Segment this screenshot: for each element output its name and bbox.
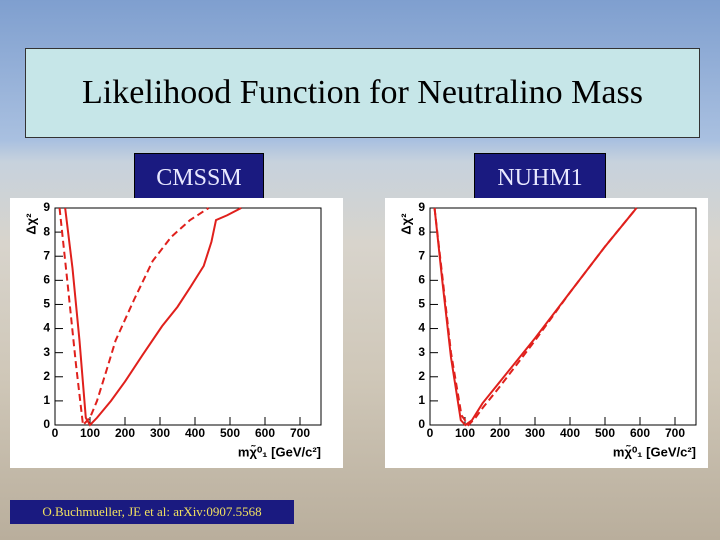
x-tick-label: 500 [595,426,615,440]
y-tick-label: 0 [43,417,50,431]
x-tick-label: 700 [665,426,685,440]
chart-title: CMSSM [134,153,264,203]
x-tick-label: 500 [220,426,240,440]
y-tick-label: 3 [43,345,50,359]
chart-title: NUHM1 [474,153,606,203]
y-axis-label: Δχ² [398,213,413,235]
y-tick-label: 6 [43,273,50,287]
x-tick-label: 600 [255,426,275,440]
chart: 0 1 2 3 4 5 6 7 8 9 0 100 200 300 400 500 600 700 mχ̃⁰₁ [G… [10,198,343,468]
x-tick-label: 300 [150,426,170,440]
x-tick-label: 0 [427,426,434,440]
x-tick-label: 0 [52,426,59,440]
x-tick-label: 400 [560,426,580,440]
x-tick-label: 400 [185,426,205,440]
y-tick-label: 6 [418,273,425,287]
x-axis-label: mχ̃⁰₁ [GeV/c²] [238,444,321,459]
y-tick-label: 1 [418,393,425,407]
y-tick-label: 9 [418,200,425,214]
plot-frame [54,207,322,426]
line-series [58,207,210,428]
x-tick-label: 100 [80,426,100,440]
x-axis-label: mχ̃⁰₁ [GeV/c²] [613,444,696,459]
y-tick-label: 7 [418,248,425,262]
y-tick-label: 9 [43,200,50,214]
x-tick-label: 200 [115,426,135,440]
y-tick-label: 8 [418,224,425,238]
y-tick-label: 5 [43,297,50,311]
y-tick-label: 2 [418,369,425,383]
y-tick-label: 2 [43,369,50,383]
line-series [433,207,638,427]
citation: O.Buchmueller, JE et al: arXiv:0907.5568 [10,500,294,524]
y-tick-label: 0 [418,417,425,431]
x-tick-label: 700 [290,426,310,440]
x-tick-label: 200 [490,426,510,440]
chart: 0 1 2 3 4 5 6 7 8 9 0 100 200 300 400 500 600 700 mχ̃⁰₁ [G… [385,198,708,468]
x-tick-label: 300 [525,426,545,440]
y-tick-label: 7 [43,248,50,262]
y-tick-label: 1 [43,393,50,407]
y-tick-label: 8 [43,224,50,238]
y-tick-label: 3 [418,345,425,359]
line-series [64,207,242,427]
y-axis-label: Δχ² [23,213,38,235]
x-tick-label: 100 [455,426,475,440]
line-series [433,207,638,427]
y-tick-label: 4 [418,321,425,335]
slide-title: Likelihood Function for Neutralino Mass [25,48,700,138]
y-tick-label: 4 [43,321,50,335]
y-tick-label: 5 [418,297,425,311]
x-tick-label: 600 [630,426,650,440]
plot-frame [429,207,697,426]
